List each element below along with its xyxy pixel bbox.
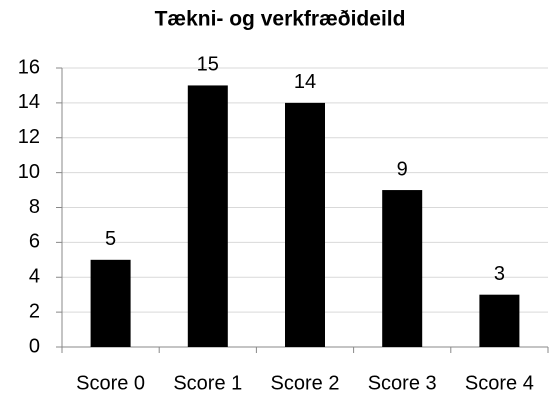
data-label: 3 bbox=[494, 263, 505, 285]
data-label: 9 bbox=[397, 158, 408, 180]
x-tick-label: Score 4 bbox=[465, 372, 534, 394]
y-tick-label: 12 bbox=[18, 126, 40, 148]
data-label: 14 bbox=[294, 71, 316, 93]
bar bbox=[382, 190, 423, 347]
data-label: 15 bbox=[197, 54, 219, 76]
bar bbox=[285, 102, 325, 347]
y-tick-label: 8 bbox=[29, 196, 40, 218]
data-label: 5 bbox=[105, 228, 116, 250]
bar bbox=[479, 294, 520, 347]
x-tick-label: Score 0 bbox=[76, 372, 145, 394]
chart-title: Tækni- og verkfræðideild bbox=[155, 8, 406, 31]
y-tick-label: 6 bbox=[29, 231, 40, 253]
bar bbox=[90, 259, 131, 347]
x-tick-label: Score 3 bbox=[368, 372, 437, 394]
x-tick-label: Score 1 bbox=[173, 372, 242, 394]
y-tick-label: 2 bbox=[29, 300, 40, 322]
x-tick-label: Score 2 bbox=[271, 372, 340, 394]
y-tick-label: 10 bbox=[18, 161, 40, 183]
y-tick-label: 0 bbox=[29, 335, 40, 357]
bar bbox=[187, 85, 228, 347]
y-tick-label: 14 bbox=[18, 91, 40, 113]
y-tick-label: 4 bbox=[29, 266, 40, 288]
y-tick-label: 16 bbox=[18, 56, 40, 78]
